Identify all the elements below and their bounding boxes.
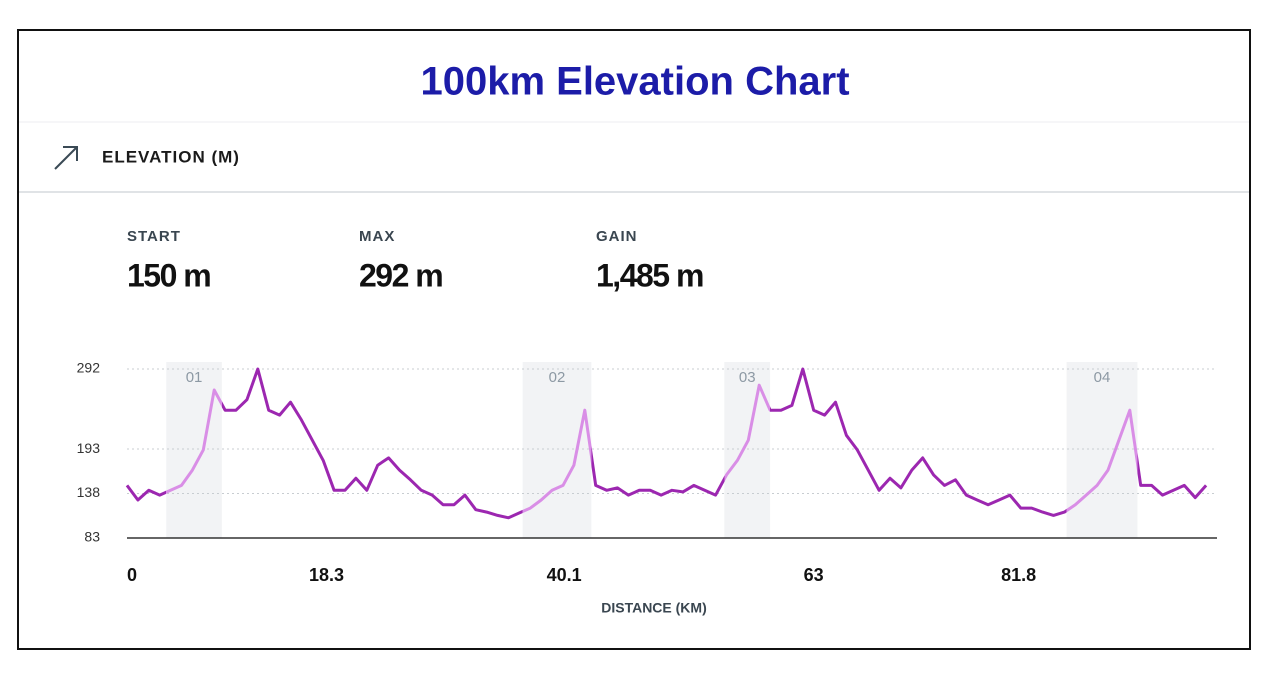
stats: START 150 m MAX 292 m GAIN 1,485 m xyxy=(127,228,704,293)
stat-label: MAX xyxy=(359,228,395,245)
segment-label: 04 xyxy=(1094,369,1111,386)
y-tick-label: 138 xyxy=(77,484,101,500)
segment-band xyxy=(522,362,592,538)
plot: 01 02 03 04 83 138 193 292 0 18.3 40.1 63 81.8 DISTAN… xyxy=(77,360,1217,616)
y-tick-label: 193 xyxy=(77,440,101,456)
x-axis-label: DISTANCE (KM) xyxy=(601,600,707,616)
panel-title: ELEVATION (M) xyxy=(102,147,240,166)
segment-label: 03 xyxy=(739,369,756,386)
segment-label: 02 xyxy=(549,369,566,386)
y-tick-label: 292 xyxy=(77,360,101,376)
stat-value: 292 m xyxy=(359,257,442,293)
x-tick-label: 63 xyxy=(804,565,824,585)
x-tick-label: 0 xyxy=(127,565,137,585)
title: 100km Elevation Chart xyxy=(420,60,849,104)
stat-value: 150 m xyxy=(127,257,210,293)
y-tick-label: 83 xyxy=(84,529,100,545)
segment-band xyxy=(724,362,771,538)
frame xyxy=(17,29,1251,650)
x-tick-label: 81.8 xyxy=(1001,565,1036,585)
stat-label: GAIN xyxy=(596,228,638,245)
arrow-icon xyxy=(54,146,78,170)
segment-band xyxy=(166,362,222,538)
segment-label: 01 xyxy=(186,369,203,386)
segment-band xyxy=(1066,362,1138,538)
elevation-line xyxy=(125,367,1208,520)
stat-value: 1,485 m xyxy=(596,257,703,293)
x-tick-label: 18.3 xyxy=(309,565,344,585)
x-tick-label: 40.1 xyxy=(547,565,582,585)
stat-label: START xyxy=(127,228,181,245)
